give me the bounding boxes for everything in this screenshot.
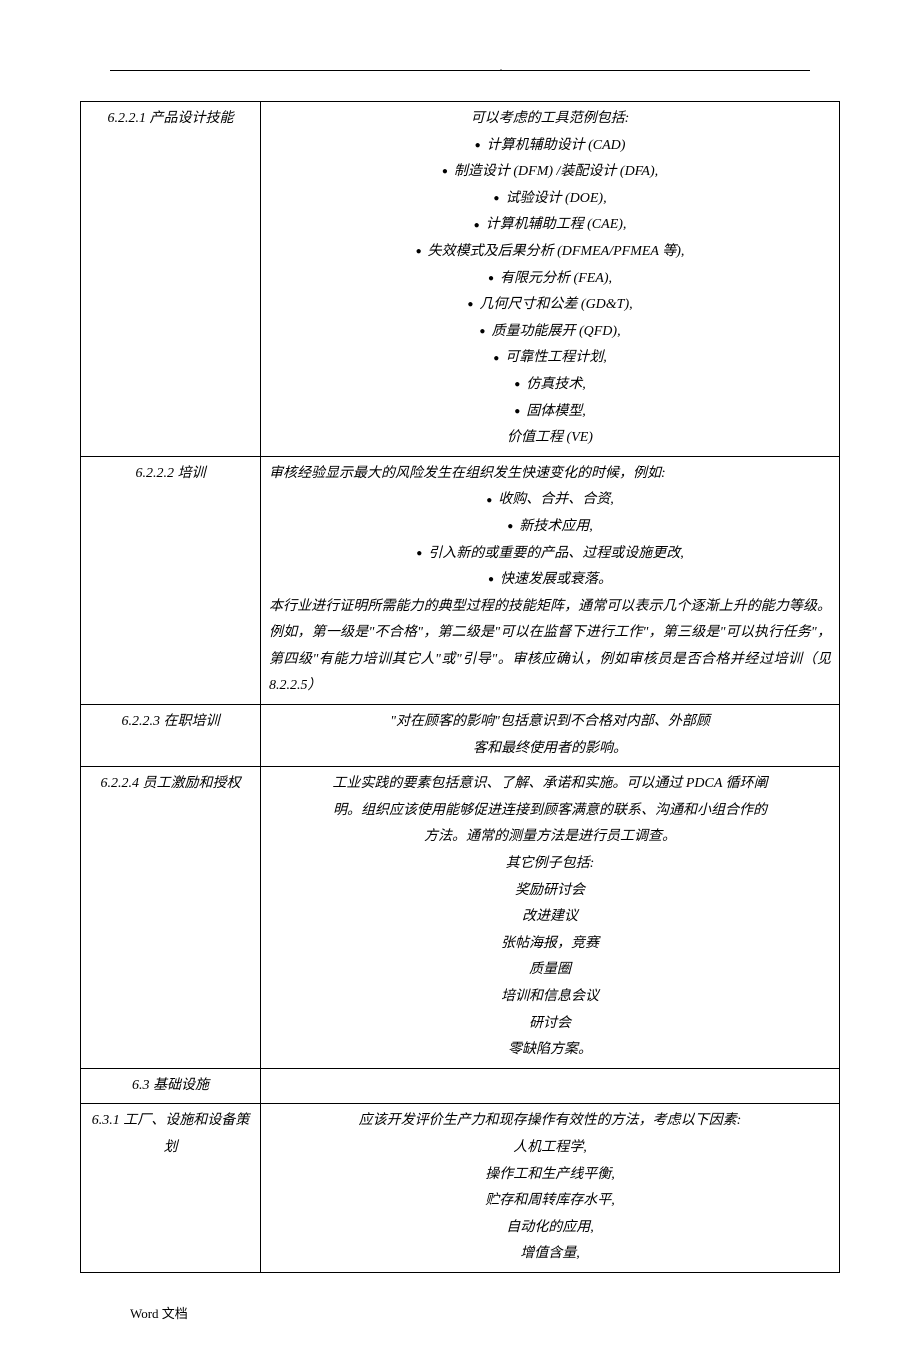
bullet-icon: ● <box>467 295 473 314</box>
bullet-item: ● 快速发展或衰落。 <box>269 567 831 594</box>
bullet-item: ● 试验设计 (DOE), <box>269 186 831 213</box>
bullet-item: ● 质量功能展开 (QFD), <box>269 319 831 346</box>
content-line: 客和最终使用者的影响。 <box>269 736 831 763</box>
content-line: 自动化的应用, <box>269 1215 831 1242</box>
content-line: 方法。通常的测量方法是进行员工调查。 <box>269 824 831 851</box>
footer-label: Word 文档 <box>130 1303 840 1322</box>
bullet-text: 固体模型, <box>526 404 586 419</box>
content-line: 研讨会 <box>269 1011 831 1038</box>
bullet-item: ● 引入新的或重要的产品、过程或设施更改, <box>269 541 831 568</box>
bullet-icon: ● <box>474 216 480 235</box>
row-content: 可以考虑的工具范例包括: ● 计算机辅助设计 (CAD) ● 制造设计 (DFM) /装… <box>261 102 840 457</box>
bullet-icon: ● <box>514 375 520 394</box>
bullet-text: 新技术应用, <box>519 519 593 534</box>
bullet-text: 质量功能展开 (QFD), <box>491 324 620 339</box>
bullet-text: 仿真技术, <box>526 377 586 392</box>
bullet-icon: ● <box>493 189 499 208</box>
bullet-item: ● 几何尺寸和公差 (GD&T), <box>269 292 831 319</box>
bullet-text: 快速发展或衰落。 <box>500 572 612 587</box>
header-rule: . <box>110 70 810 71</box>
bullet-text: 有限元分析 (FEA), <box>500 271 612 286</box>
content-line: 明。组织应该使用能够促进连接到顾客满意的联系、沟通和小组合作的 <box>269 798 831 825</box>
content-line: 贮存和周转库存水平, <box>269 1188 831 1215</box>
content-line: 培训和信息会议 <box>269 984 831 1011</box>
intro-text: 可以考虑的工具范例包括: <box>269 106 831 133</box>
bullet-item: ● 计算机辅助设计 (CAD) <box>269 133 831 160</box>
content-line: 改进建议 <box>269 904 831 931</box>
bullet-item: ● 新技术应用, <box>269 514 831 541</box>
row-label: 6.2.2.4 员工激励和授权 <box>81 767 261 1069</box>
table-row: 6.3 基础设施 <box>81 1068 840 1104</box>
row-label: 6.3 基础设施 <box>81 1068 261 1104</box>
content-line: 工业实践的要素包括意识、了解、承诺和实施。可以通过 PDCA 循环阐 <box>269 771 831 798</box>
row-label: 6.2.2.1 产品设计技能 <box>81 102 261 457</box>
table-row: 6.3.1 工厂、设施和设备策划应该开发评价生产力和现存操作有效性的方法，考虑以… <box>81 1104 840 1273</box>
bullet-text: 失效模式及后果分析 (DFMEA/PFMEA 等), <box>428 244 685 259</box>
bullet-item: ● 制造设计 (DFM) /装配设计 (DFA), <box>269 159 831 186</box>
bullet-text: 计算机辅助工程 (CAE), <box>486 217 627 232</box>
bullet-text: 引入新的或重要的产品、过程或设施更改, <box>428 546 684 561</box>
header-dot: . <box>500 63 502 72</box>
bullet-text: 计算机辅助设计 (CAD) <box>487 138 626 153</box>
bullet-item: ● 固体模型, <box>269 399 831 426</box>
table-row: 6.2.2.2 培训审核经验显示最大的风险发生在组织发生快速变化的时候，例如:●… <box>81 456 840 704</box>
row-content: "对在顾客的影响"包括意识到不合格对内部、外部顾客和最终使用者的影响。 <box>261 705 840 767</box>
content-table: 6.2.2.1 产品设计技能可以考虑的工具范例包括: ● 计算机辅助设计 (CAD)… <box>80 101 840 1273</box>
bullet-item: ● 有限元分析 (FEA), <box>269 266 831 293</box>
bullet-icon: ● <box>493 349 499 368</box>
content-line: 应该开发评价生产力和现存操作有效性的方法，考虑以下因素: <box>269 1108 831 1135</box>
content-line: 人机工程学, <box>269 1135 831 1162</box>
bullet-icon: ● <box>514 402 520 421</box>
bullet-icon: ● <box>416 544 422 563</box>
bullet-icon: ● <box>486 491 492 510</box>
bullet-icon: ● <box>479 322 485 341</box>
content-line: 零缺陷方案。 <box>269 1037 831 1064</box>
table-row: 6.2.2.4 员工激励和授权工业实践的要素包括意识、了解、承诺和实施。可以通过… <box>81 767 840 1069</box>
bullet-item: ● 失效模式及后果分析 (DFMEA/PFMEA 等), <box>269 239 831 266</box>
intro-text: 审核经验显示最大的风险发生在组织发生快速变化的时候，例如: <box>269 461 831 488</box>
content-line: 奖励研讨会 <box>269 878 831 905</box>
content-line: 增值含量, <box>269 1241 831 1268</box>
table-row: 6.2.2.3 在职培训"对在顾客的影响"包括意识到不合格对内部、外部顾客和最终… <box>81 705 840 767</box>
content-line: "对在顾客的影响"包括意识到不合格对内部、外部顾 <box>269 709 831 736</box>
bullet-icon: ● <box>488 269 494 288</box>
bullet-icon: ● <box>442 162 448 181</box>
bullet-text: 收购、合并、合资, <box>498 492 614 507</box>
row-label: 6.2.2.2 培训 <box>81 456 261 704</box>
bullet-text: 试验设计 (DOE), <box>505 191 606 206</box>
content-line: 张帖海报，竞赛 <box>269 931 831 958</box>
bullet-text: 制造设计 (DFM) /装配设计 (DFA), <box>454 164 658 179</box>
bullet-item: ● 收购、合并、合资, <box>269 487 831 514</box>
outro-text: 价值工程 (VE) <box>269 425 831 452</box>
bullet-text: 几何尺寸和公差 (GD&T), <box>479 297 632 312</box>
content-line: 质量圈 <box>269 957 831 984</box>
row-content: 工业实践的要素包括意识、了解、承诺和实施。可以通过 PDCA 循环阐明。组织应该… <box>261 767 840 1069</box>
row-label: 6.2.2.3 在职培训 <box>81 705 261 767</box>
bullet-icon: ● <box>475 136 481 155</box>
bullet-item: ● 计算机辅助工程 (CAE), <box>269 212 831 239</box>
row-content: 审核经验显示最大的风险发生在组织发生快速变化的时候，例如:●收购、合并、合资,●… <box>261 456 840 704</box>
row-content: 应该开发评价生产力和现存操作有效性的方法，考虑以下因素:人机工程学,操作工和生产… <box>261 1104 840 1273</box>
content-line: 操作工和生产线平衡, <box>269 1162 831 1189</box>
bullet-icon: ● <box>488 570 494 589</box>
bullet-item: ● 仿真技术, <box>269 372 831 399</box>
table-row: 6.2.2.1 产品设计技能可以考虑的工具范例包括: ● 计算机辅助设计 (CAD)… <box>81 102 840 457</box>
bullet-text: 可靠性工程计划, <box>505 350 607 365</box>
row-label: 6.3.1 工厂、设施和设备策划 <box>81 1104 261 1273</box>
paragraph-text: 本行业进行证明所需能力的典型过程的技能矩阵，通常可以表示几个逐渐上升的能力等级。… <box>269 594 831 700</box>
bullet-item: ● 可靠性工程计划, <box>269 345 831 372</box>
bullet-icon: ● <box>507 517 513 536</box>
bullet-icon: ● <box>416 242 422 261</box>
row-content <box>261 1068 840 1104</box>
content-line: 其它例子包括: <box>269 851 831 878</box>
